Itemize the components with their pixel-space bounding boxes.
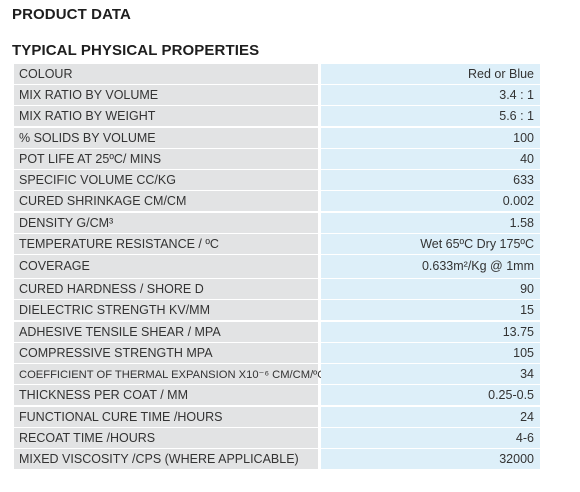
property-label: POT LIFE AT 25ºC/ MINS bbox=[14, 148, 318, 169]
properties-table: COLOUR Red or Blue MIX RATIO BY VOLUME 3.4… bbox=[14, 64, 540, 470]
table-row: COEFFICIENT OF THERMAL EXPANSION X10⁻⁶ C… bbox=[14, 364, 540, 385]
property-value: 5.6 : 1 bbox=[321, 106, 540, 127]
property-label: FUNCTIONAL CURE TIME /HOURS bbox=[14, 406, 318, 427]
table-row: CURED SHRINKAGE CM/CM 0.002 bbox=[14, 191, 540, 212]
table-row: COVERAGE 0.633m²/Kg @ 1mm bbox=[14, 254, 540, 278]
property-label: MIX RATIO BY WEIGHT bbox=[14, 106, 318, 127]
table-row: MIX RATIO BY WEIGHT 5.6 : 1 bbox=[14, 106, 540, 127]
property-label: COLOUR bbox=[14, 64, 318, 84]
property-value: 32000 bbox=[321, 448, 540, 469]
table-row: MIXED VISCOSITY /CPS (WHERE APPLICABLE) 3… bbox=[14, 448, 540, 469]
table-row: FUNCTIONAL CURE TIME /HOURS 24 bbox=[14, 406, 540, 427]
property-label: SPECIFIC VOLUME CC/KG bbox=[14, 170, 318, 191]
property-label: CURED SHRINKAGE CM/CM bbox=[14, 191, 318, 212]
property-label: ADHESIVE TENSILE SHEAR / MPA bbox=[14, 321, 318, 342]
property-value: 0.25-0.5 bbox=[321, 385, 540, 406]
property-value: 24 bbox=[321, 406, 540, 427]
property-label: TEMPERATURE RESISTANCE / ºC bbox=[14, 233, 318, 254]
table-row: COLOUR Red or Blue bbox=[14, 64, 540, 84]
table-row: THICKNESS PER COAT / MM 0.25-0.5 bbox=[14, 385, 540, 406]
section-heading: TYPICAL PHYSICAL PROPERTIES bbox=[12, 42, 260, 59]
table-row: DIELECTRIC STRENGTH KV/MM 15 bbox=[14, 300, 540, 321]
property-label: RECOAT TIME /HOURS bbox=[14, 427, 318, 448]
table-row: RECOAT TIME /HOURS 4-6 bbox=[14, 427, 540, 448]
property-value: 105 bbox=[321, 342, 540, 363]
table-row: % SOLIDS BY VOLUME 100 bbox=[14, 127, 540, 148]
table-row: CURED HARDNESS / SHORE D 90 bbox=[14, 279, 540, 300]
property-value: 13.75 bbox=[321, 321, 540, 342]
property-label: COMPRESSIVE STRENGTH MPA bbox=[14, 342, 318, 363]
property-value: Wet 65ºC Dry 175ºC bbox=[321, 233, 540, 254]
property-label: COEFFICIENT OF THERMAL EXPANSION X10⁻⁶ C… bbox=[14, 364, 325, 385]
property-value: 34 bbox=[321, 364, 540, 385]
property-value: 4-6 bbox=[321, 427, 540, 448]
property-value: Red or Blue bbox=[321, 64, 540, 84]
property-label: DIELECTRIC STRENGTH KV/MM bbox=[14, 300, 318, 321]
property-label: THICKNESS PER COAT / MM bbox=[14, 385, 318, 406]
table-row: ADHESIVE TENSILE SHEAR / MPA 13.75 bbox=[14, 321, 540, 342]
property-value: 633 bbox=[321, 170, 540, 191]
property-label: MIX RATIO BY VOLUME bbox=[14, 85, 318, 106]
table-row: COMPRESSIVE STRENGTH MPA 105 bbox=[14, 342, 540, 363]
property-label: % SOLIDS BY VOLUME bbox=[14, 127, 318, 148]
table-row: DENSITY G/CM³ 1.58 bbox=[14, 212, 540, 233]
property-value: 3.4 : 1 bbox=[321, 85, 540, 106]
property-label: CURED HARDNESS / SHORE D bbox=[14, 279, 318, 300]
table-row: SPECIFIC VOLUME CC/KG 633 bbox=[14, 170, 540, 191]
property-value: 100 bbox=[321, 127, 540, 148]
table-row: MIX RATIO BY VOLUME 3.4 : 1 bbox=[14, 85, 540, 106]
property-label: DENSITY G/CM³ bbox=[14, 212, 318, 233]
table-row: POT LIFE AT 25ºC/ MINS 40 bbox=[14, 148, 540, 169]
property-label: MIXED VISCOSITY /CPS (WHERE APPLICABLE) bbox=[14, 448, 318, 469]
property-value: 90 bbox=[321, 279, 540, 300]
table-row: TEMPERATURE RESISTANCE / ºC Wet 65ºC Dry … bbox=[14, 233, 540, 254]
page-heading: PRODUCT DATA bbox=[12, 6, 131, 23]
property-label: COVERAGE bbox=[14, 254, 318, 278]
property-value: 40 bbox=[321, 148, 540, 169]
property-value: 0.002 bbox=[321, 191, 540, 212]
property-value: 15 bbox=[321, 300, 540, 321]
property-value: 0.633m²/Kg @ 1mm bbox=[321, 254, 540, 278]
property-value: 1.58 bbox=[321, 212, 540, 233]
